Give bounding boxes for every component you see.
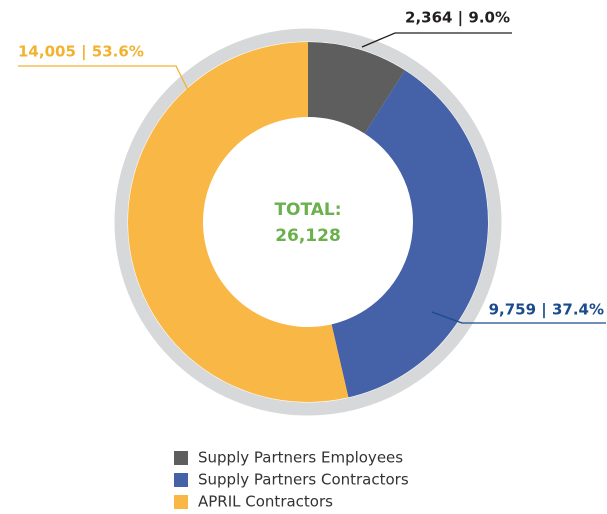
legend-swatch	[174, 473, 188, 487]
legend-swatch	[174, 495, 188, 509]
value-label: 9,759 | 37.4%	[489, 301, 604, 320]
value-label: 2,364 | 9.0%	[405, 9, 510, 28]
center-title: TOTAL:	[274, 200, 341, 220]
legend-label: APRIL Contractors	[198, 493, 333, 511]
leader-line	[431, 311, 606, 324]
legend-label: Supply Partners Contractors	[198, 471, 409, 489]
donut-segment	[331, 70, 489, 398]
leader-line	[18, 65, 189, 91]
donut-segment	[128, 42, 349, 402]
value-label: 14,005 | 53.6%	[18, 43, 144, 62]
outer-ring	[114, 28, 502, 416]
donut-segment	[308, 42, 405, 134]
leader-line	[361, 32, 512, 48]
center-total: 26,128	[275, 226, 341, 246]
legend-swatch	[174, 451, 188, 465]
legend-label: Supply Partners Employees	[198, 449, 403, 467]
